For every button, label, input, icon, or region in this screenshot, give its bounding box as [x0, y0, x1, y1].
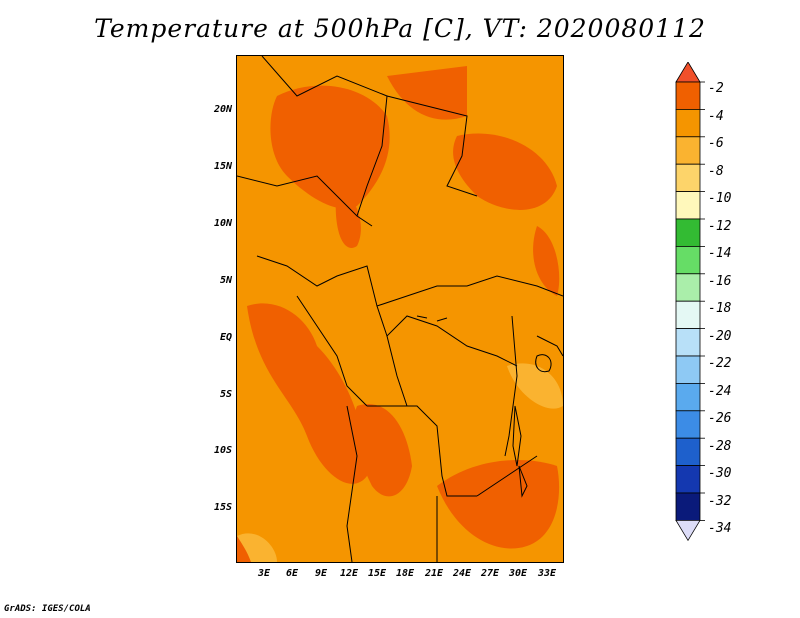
colorbar	[675, 62, 705, 542]
lon-label: 24E	[452, 568, 472, 579]
colorbar-cell	[675, 492, 701, 521]
colorbar-label: -8	[708, 164, 724, 179]
colorbar-cell	[675, 328, 701, 357]
colorbar-cell	[675, 245, 701, 275]
colorbar-label: -34	[708, 521, 732, 536]
warm-area-sudan	[533, 226, 560, 296]
colorbar-label: -24	[708, 384, 732, 399]
colorbar-cell	[675, 300, 701, 329]
colorbar-label: -10	[708, 191, 732, 206]
colorbar-top-arrow	[675, 62, 701, 83]
temperature-field	[237, 56, 563, 562]
lat-label: 10S	[213, 445, 232, 456]
lon-label: 33E	[537, 568, 557, 579]
lon-label: 12E	[339, 568, 359, 579]
colorbar-label: -14	[708, 246, 732, 261]
map-title: Temperature at 500hPa [C], VT: 202008011…	[94, 14, 706, 43]
warm-area-angola-coast	[247, 303, 367, 484]
warm-area-chad	[453, 133, 557, 210]
lat-label: EQ	[219, 332, 232, 343]
lon-label: 3E	[257, 568, 271, 579]
temperature-map	[236, 55, 564, 563]
lat-label: 5N	[219, 275, 232, 286]
colorbar-label: -6	[708, 136, 724, 151]
warm-area-angola	[353, 404, 412, 497]
warm-area-zambia	[437, 460, 560, 549]
lat-label: 15S	[213, 502, 232, 513]
lon-label: 27E	[480, 568, 500, 579]
colorbar-label: -28	[708, 439, 732, 454]
colorbar-label: -12	[708, 219, 732, 234]
colorbar-bottom-arrow	[675, 519, 701, 542]
colorbar-cell	[675, 191, 701, 220]
lon-label: 9E	[314, 568, 328, 579]
lat-label: 20N	[213, 104, 232, 115]
colorbar-cell	[675, 355, 701, 384]
colorbar-cell	[675, 163, 701, 192]
cool-area-east	[507, 363, 563, 409]
colorbar-cell	[675, 81, 701, 110]
colorbar-cell	[675, 382, 701, 412]
colorbar-cell	[675, 136, 701, 165]
lat-label: 10N	[213, 218, 232, 229]
country-borders	[237, 56, 563, 562]
colorbar-cell	[675, 218, 701, 247]
lon-label: 6E	[285, 568, 299, 579]
warm-area-north	[387, 66, 467, 120]
lat-label: 5S	[219, 389, 232, 400]
lon-label: 15E	[367, 568, 387, 579]
lon-label: 21E	[424, 568, 444, 579]
warm-area-corner	[237, 536, 251, 562]
colorbar-cell	[675, 410, 701, 439]
colorbar-cell	[675, 273, 701, 302]
colorbar-label: -2	[708, 81, 724, 96]
colorbar-label: -26	[708, 411, 732, 426]
colorbar-label: -18	[708, 301, 732, 316]
colorbar-label: -20	[708, 329, 732, 344]
colorbar-label: -30	[708, 466, 732, 481]
lon-label: 18E	[395, 568, 415, 579]
colorbar-label: -4	[708, 109, 724, 124]
lakes	[416, 315, 552, 498]
grads-credit: GrADS: IGES/COLA	[4, 604, 91, 614]
colorbar-label: -32	[708, 494, 732, 509]
colorbar-label: -22	[708, 356, 732, 371]
colorbar-label: -16	[708, 274, 732, 289]
lon-label: 30E	[508, 568, 528, 579]
warm-area-sahara	[270, 85, 390, 209]
colorbar-cell	[675, 465, 701, 494]
colorbar-cell	[675, 109, 701, 138]
colorbar-cell	[675, 437, 701, 467]
lat-label: 15N	[213, 161, 232, 172]
